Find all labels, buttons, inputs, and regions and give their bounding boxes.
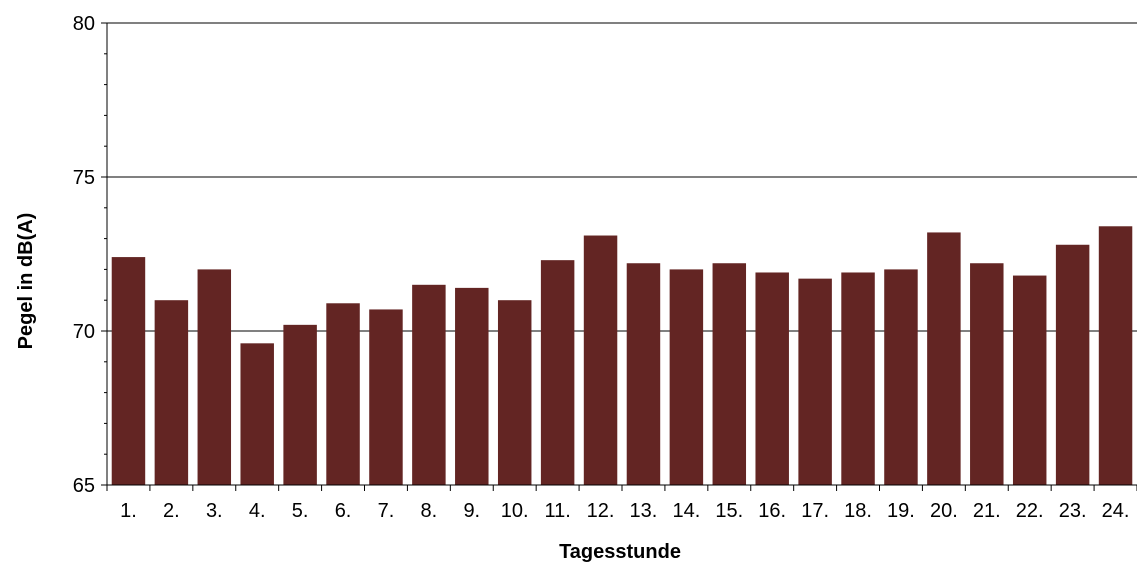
x-tick-label: 11. — [544, 500, 570, 522]
x-tick-label: 9. — [463, 500, 480, 522]
bar — [798, 278, 832, 485]
y-axis-title: Pegel in dB(A) — [15, 213, 37, 350]
bar — [455, 287, 489, 485]
bar — [154, 300, 189, 485]
x-tick-label: 10. — [501, 500, 529, 522]
x-tick-label: 21. — [973, 500, 1001, 522]
x-tick-label: 15. — [715, 500, 743, 522]
bar — [1055, 244, 1090, 485]
y-tick-label: 80 — [73, 13, 95, 35]
bar — [1012, 275, 1047, 485]
x-tick-label: 16. — [758, 500, 786, 522]
bar — [369, 309, 403, 485]
x-tick-labels: 1. 2. 3. 4. 5. 6. 7. 8. 9. 10. 11. 12. 13. 14. 15. 16. 1… — [120, 500, 1129, 522]
x-tick-label: 4. — [249, 500, 266, 522]
x-tick-label: 13. — [630, 500, 658, 522]
bar — [412, 284, 446, 485]
bar — [1098, 226, 1133, 485]
bar — [841, 272, 875, 485]
y-tick-label: 70 — [73, 321, 95, 343]
x-tick-label: 17. — [801, 500, 829, 522]
bar — [197, 269, 232, 485]
bar — [497, 300, 532, 485]
x-tick-label: 20. — [930, 500, 958, 522]
x-tick-label: 23. — [1059, 500, 1087, 522]
bar — [669, 269, 704, 485]
bar — [970, 263, 1004, 485]
bar — [755, 272, 789, 485]
x-tick-label: 22. — [1016, 500, 1044, 522]
x-tick-label: 19. — [887, 500, 915, 522]
x-tick-label: 7. — [378, 500, 395, 522]
y-tick-labels: 65 70 75 80 — [73, 13, 95, 497]
x-tick-label: 24. — [1102, 500, 1130, 522]
bar — [712, 263, 747, 485]
grid-lines — [107, 22, 1137, 332]
y-tick-label: 75 — [73, 167, 95, 189]
x-tick-label: 1. — [120, 500, 137, 522]
x-tick-label: 3. — [206, 500, 223, 522]
y-tick-label: 65 — [73, 475, 95, 497]
x-tick-label: 12. — [587, 500, 615, 522]
axes — [101, 22, 1137, 491]
bar — [326, 303, 360, 485]
bar — [626, 263, 661, 485]
x-tick-label: 6. — [335, 500, 352, 522]
bar — [583, 235, 618, 485]
bar — [927, 232, 961, 485]
bar — [283, 324, 317, 485]
bar — [884, 269, 918, 485]
x-tick-label: 8. — [421, 500, 438, 522]
x-tick-label: 5. — [292, 500, 309, 522]
x-tick-label: 18. — [844, 500, 872, 522]
x-tick-label: 14. — [672, 500, 700, 522]
x-tick-label: 2. — [163, 500, 180, 522]
bar — [111, 257, 146, 485]
bar — [540, 260, 575, 485]
bar — [240, 343, 274, 485]
x-axis-title: Tagesstunde — [559, 541, 681, 563]
bars — [111, 226, 1133, 485]
